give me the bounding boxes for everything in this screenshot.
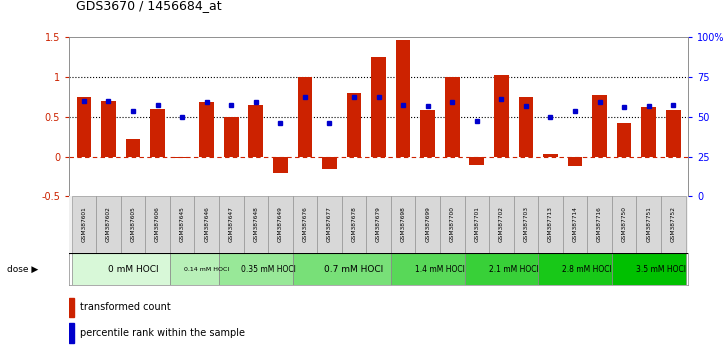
Bar <box>219 196 243 253</box>
Bar <box>199 103 214 156</box>
Text: GSM387602: GSM387602 <box>106 206 111 241</box>
Bar <box>391 253 464 285</box>
Text: 0.14 mM HOCl: 0.14 mM HOCl <box>184 267 229 272</box>
Bar <box>592 95 607 156</box>
Text: 2.8 mM HOCl: 2.8 mM HOCl <box>563 264 612 274</box>
Bar <box>636 196 661 253</box>
Text: GSM387648: GSM387648 <box>253 206 258 241</box>
Bar <box>514 196 538 253</box>
Text: GSM387677: GSM387677 <box>327 206 332 241</box>
Text: GSM387703: GSM387703 <box>523 206 529 242</box>
Text: GSM387751: GSM387751 <box>646 206 651 241</box>
Text: 1.4 mM HOCl: 1.4 mM HOCl <box>415 264 465 274</box>
Bar <box>219 253 293 285</box>
Bar <box>248 105 263 156</box>
Text: GSM387702: GSM387702 <box>499 206 504 242</box>
Bar <box>666 110 681 156</box>
Bar <box>71 196 96 253</box>
Bar <box>494 75 509 156</box>
Bar <box>470 156 484 165</box>
Bar <box>661 196 686 253</box>
Bar <box>416 196 440 253</box>
Bar <box>612 196 636 253</box>
Bar <box>322 156 337 169</box>
Bar <box>391 196 416 253</box>
Bar <box>371 57 386 156</box>
Text: GSM387714: GSM387714 <box>572 206 577 241</box>
Bar <box>76 97 91 156</box>
Bar <box>194 196 219 253</box>
Bar <box>538 196 563 253</box>
Bar <box>464 253 538 285</box>
Text: GSM387700: GSM387700 <box>450 206 455 242</box>
Bar <box>224 117 239 156</box>
Text: GSM387676: GSM387676 <box>302 206 307 241</box>
Text: GSM387699: GSM387699 <box>425 206 430 241</box>
Bar <box>293 253 391 285</box>
Text: GSM387698: GSM387698 <box>400 206 405 241</box>
Bar <box>563 196 587 253</box>
Bar <box>538 253 612 285</box>
Bar <box>69 297 74 317</box>
Bar <box>568 156 582 166</box>
Bar <box>170 253 219 285</box>
Bar <box>612 253 686 285</box>
Bar <box>464 196 489 253</box>
Bar <box>101 101 116 156</box>
Bar <box>543 154 558 156</box>
Bar <box>587 196 612 253</box>
Text: GSM387701: GSM387701 <box>474 206 479 241</box>
Bar <box>341 196 366 253</box>
Bar <box>617 123 631 156</box>
Text: 0.7 mM HOCl: 0.7 mM HOCl <box>325 264 384 274</box>
Bar <box>268 196 293 253</box>
Bar <box>489 196 514 253</box>
Bar <box>396 40 411 156</box>
Text: GSM387646: GSM387646 <box>204 206 209 241</box>
Text: GSM387678: GSM387678 <box>352 206 357 241</box>
Text: GSM387606: GSM387606 <box>155 206 160 241</box>
Text: GSM387716: GSM387716 <box>597 206 602 241</box>
Bar <box>170 196 194 253</box>
Text: dose ▶: dose ▶ <box>7 264 39 274</box>
Text: GSM387601: GSM387601 <box>82 206 87 241</box>
Bar <box>175 156 189 158</box>
Bar <box>440 196 464 253</box>
Bar <box>96 196 121 253</box>
Text: GSM387679: GSM387679 <box>376 206 381 241</box>
Text: GSM387752: GSM387752 <box>670 206 676 242</box>
Text: transformed count: transformed count <box>80 302 171 313</box>
Bar <box>273 156 288 173</box>
Bar <box>347 93 361 156</box>
Text: GSM387645: GSM387645 <box>180 206 185 241</box>
Text: GSM387647: GSM387647 <box>229 206 234 241</box>
Bar <box>71 253 170 285</box>
Text: GSM387605: GSM387605 <box>130 206 135 241</box>
Bar <box>317 196 341 253</box>
Bar <box>146 196 170 253</box>
Text: 2.1 mM HOCl: 2.1 mM HOCl <box>488 264 539 274</box>
Bar <box>69 323 74 343</box>
Text: GSM387750: GSM387750 <box>622 206 627 242</box>
Bar <box>121 196 146 253</box>
Bar <box>243 196 268 253</box>
Text: 3.5 mM HOCl: 3.5 mM HOCl <box>636 264 686 274</box>
Bar <box>150 109 165 156</box>
Bar <box>126 139 141 156</box>
Bar <box>445 77 459 156</box>
Bar <box>366 196 391 253</box>
Bar <box>641 107 656 156</box>
Bar <box>420 110 435 156</box>
Text: percentile rank within the sample: percentile rank within the sample <box>80 328 245 338</box>
Text: GSM387649: GSM387649 <box>278 206 283 241</box>
Text: GDS3670 / 1456684_at: GDS3670 / 1456684_at <box>76 0 222 12</box>
Bar <box>518 97 533 156</box>
Text: 0 mM HOCl: 0 mM HOCl <box>108 264 158 274</box>
Text: GSM387713: GSM387713 <box>548 206 553 241</box>
Bar <box>293 196 317 253</box>
Bar <box>298 77 312 156</box>
Text: 0.35 mM HOCl: 0.35 mM HOCl <box>241 264 296 274</box>
